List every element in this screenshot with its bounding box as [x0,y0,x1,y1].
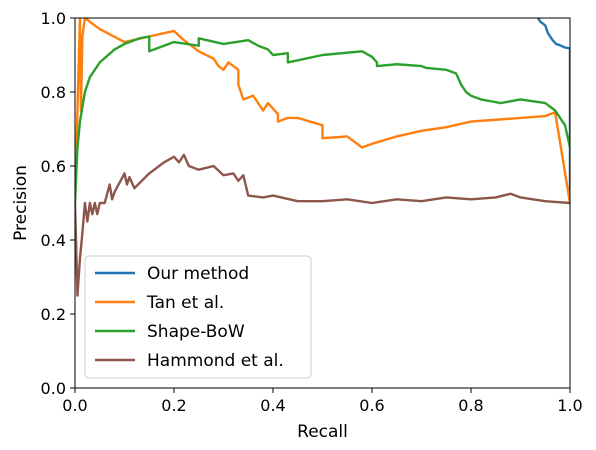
y-axis: 0.0 0.2 0.4 0.6 0.8 1.0 [41,9,75,398]
legend-label-0: Our method [147,264,249,284]
y-tick-label: 0.6 [41,157,66,176]
x-tick-label: 0.8 [458,396,483,415]
legend-box [84,255,312,379]
x-tick-label: 0.6 [359,396,384,415]
legend-label-2: Shape-BoW [147,322,245,342]
x-tick-label: 0.0 [62,396,87,415]
y-tick-label: 1.0 [41,9,66,28]
series-layer [75,18,570,297]
legend-label-1: Tan et al. [146,293,224,313]
x-tick-label: 0.2 [161,396,186,415]
y-tick-label: 0.4 [41,231,66,250]
x-axis: 0.0 0.2 0.4 0.6 0.8 1.0 [62,388,583,415]
legend-label-3: Hammond et al. [147,351,284,371]
series-line-0 [536,18,570,203]
x-axis-label: Recall [297,422,348,442]
series-line-2 [75,35,570,204]
series-line-1 [75,18,570,204]
y-tick-label: 0.8 [41,83,66,102]
y-tick-label: 0.0 [41,379,66,398]
y-axis-label: Precision [11,165,31,241]
series-line-3 [75,153,570,297]
plot-frame [74,17,571,389]
x-tick-label: 1.0 [557,396,582,415]
y-tick-label: 0.2 [41,305,66,324]
x-tick-label: 0.4 [260,396,285,415]
legend: Our method Tan et al. Shape-BoW Hammond et … [84,255,312,379]
